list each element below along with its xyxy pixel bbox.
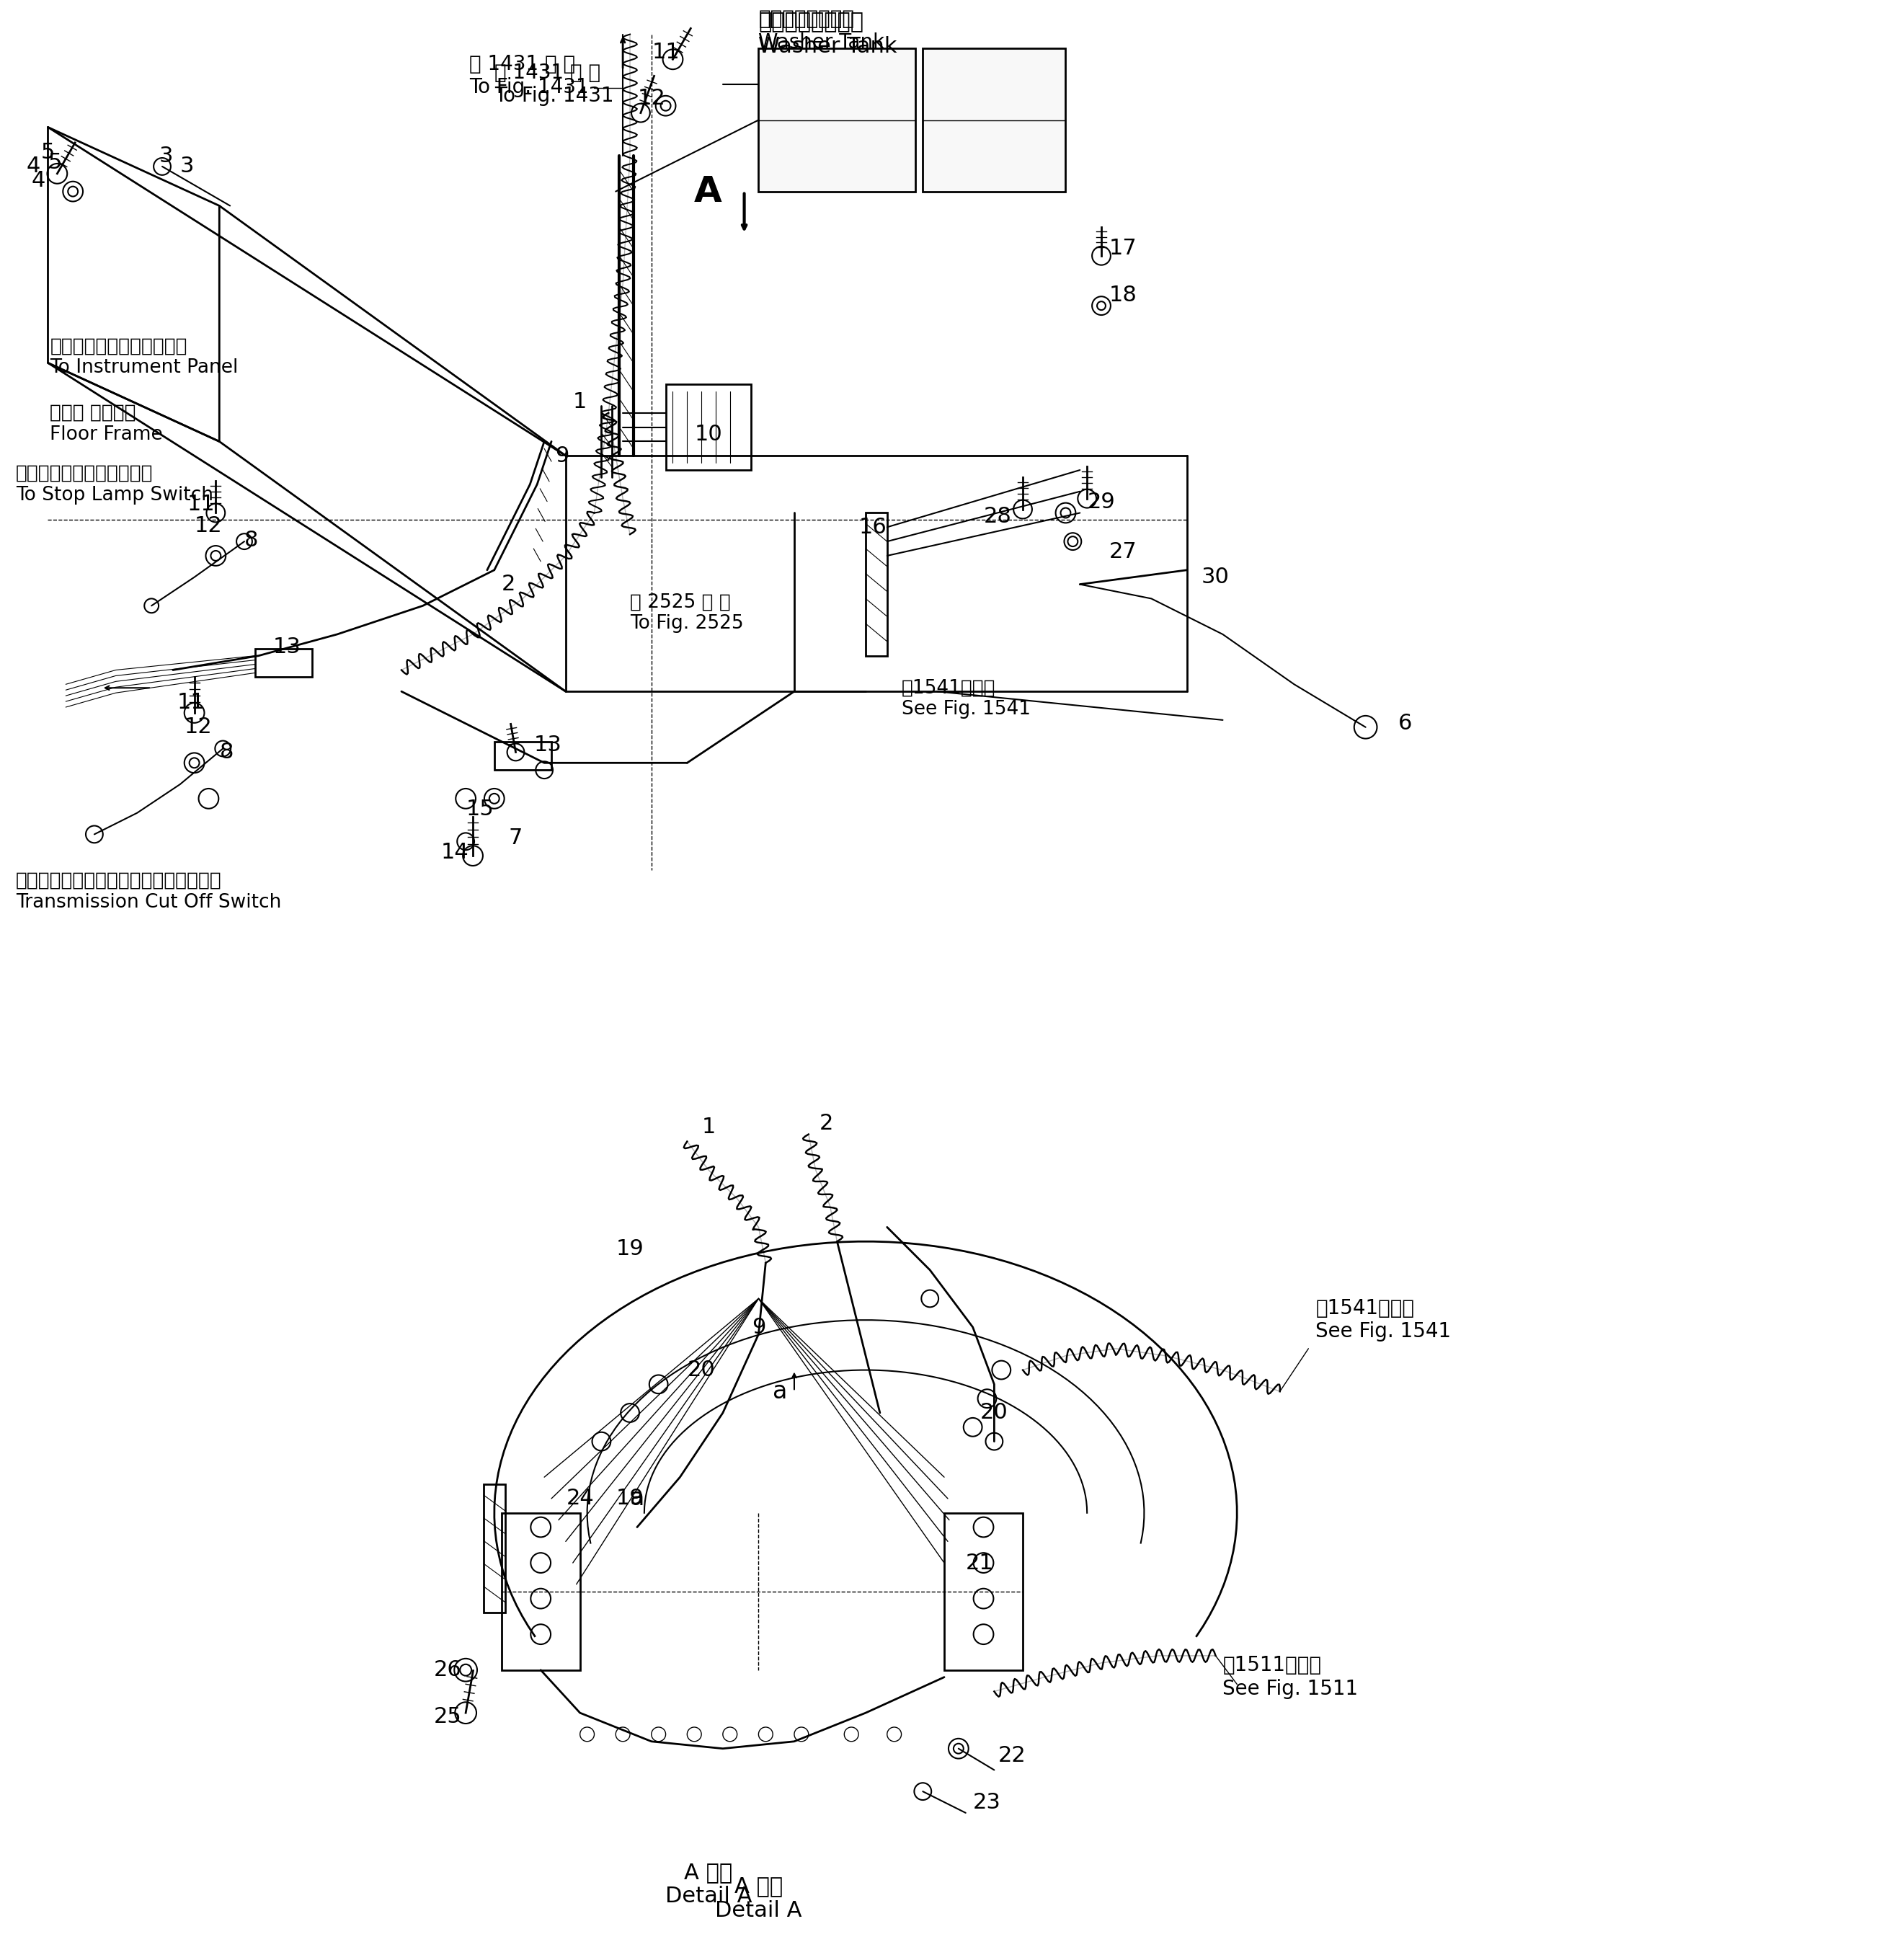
Text: 12: 12	[184, 717, 212, 737]
Text: 8: 8	[244, 529, 259, 551]
Text: ウォッシャタンク
Washer Tank: ウォッシャタンク Washer Tank	[759, 12, 897, 57]
Bar	[944, 1513, 1024, 1670]
Text: 10: 10	[694, 423, 723, 445]
Text: 4: 4	[32, 171, 45, 192]
Text: A: A	[694, 174, 723, 210]
Text: 28: 28	[984, 506, 1012, 527]
Text: 5: 5	[47, 153, 62, 172]
Text: 3: 3	[180, 157, 195, 176]
Bar	[484, 1484, 505, 1613]
Text: 20: 20	[687, 1360, 715, 1380]
Text: 5: 5	[42, 141, 55, 163]
Text: 23: 23	[972, 1791, 1001, 1813]
Text: 19: 19	[617, 1488, 643, 1509]
Text: 21: 21	[967, 1552, 993, 1574]
Text: 22: 22	[999, 1744, 1025, 1766]
Text: 27: 27	[1109, 541, 1137, 563]
Bar	[867, 514, 887, 657]
Text: a: a	[772, 1380, 787, 1403]
Text: 1: 1	[573, 392, 587, 414]
Text: トランスミッションカットオフスイッチ
Transmission Cut Off Switch: トランスミッションカットオフスイッチ Transmission Cut Off …	[15, 872, 282, 911]
Text: 13: 13	[272, 637, 301, 659]
Text: 12: 12	[638, 88, 666, 110]
Bar	[923, 49, 1065, 192]
Text: 15: 15	[465, 800, 494, 819]
Text: 1: 1	[702, 1117, 715, 1137]
Text: インスツルメントパネルへ
To Instrument Panel: インスツルメントパネルへ To Instrument Panel	[49, 337, 238, 378]
Text: A 詳細
Detail A: A 詳細 Detail A	[715, 1876, 802, 1921]
Text: 6: 6	[1398, 713, 1411, 735]
Text: フロア フレーム
Floor Frame: フロア フレーム Floor Frame	[49, 404, 163, 443]
Bar	[494, 741, 551, 770]
Text: 16: 16	[859, 517, 887, 537]
Text: a: a	[630, 1488, 645, 1511]
Text: 20: 20	[980, 1403, 1008, 1423]
Text: 第1541図参照
See Fig. 1541: 第1541図参照 See Fig. 1541	[1315, 1298, 1451, 1343]
Bar	[666, 384, 751, 470]
Bar	[759, 49, 916, 192]
Text: A 詳細
Detail A: A 詳細 Detail A	[666, 1862, 751, 1907]
Text: 17: 17	[1109, 239, 1137, 259]
Text: 25: 25	[433, 1705, 462, 1727]
Text: ストップランプスイッチへ
To Stop Lamp Switch: ストップランプスイッチへ To Stop Lamp Switch	[15, 465, 214, 504]
Text: 24: 24	[566, 1488, 594, 1509]
Text: 12: 12	[195, 515, 223, 537]
Text: 13: 13	[534, 735, 562, 755]
Text: 4: 4	[26, 157, 40, 176]
Text: 9: 9	[751, 1317, 766, 1337]
Text: 3: 3	[159, 145, 172, 167]
Text: 2: 2	[819, 1113, 832, 1135]
Text: 18: 18	[1109, 284, 1137, 306]
Text: 19: 19	[617, 1239, 643, 1258]
Text: 11: 11	[187, 494, 216, 515]
Text: 8: 8	[219, 741, 233, 762]
Text: 30: 30	[1201, 566, 1230, 588]
Text: 14: 14	[441, 841, 469, 862]
Text: 26: 26	[433, 1660, 462, 1680]
Text: 第1541図参照
See Fig. 1541: 第1541図参照 See Fig. 1541	[901, 678, 1031, 719]
Bar	[501, 1513, 581, 1670]
Text: 第 2525 図 へ
To Fig. 2525: 第 2525 図 へ To Fig. 2525	[630, 592, 744, 633]
Text: 29: 29	[1088, 492, 1114, 514]
Bar	[255, 649, 312, 676]
Text: 第 1431 図 へ
To Fig. 1431: 第 1431 図 へ To Fig. 1431	[494, 63, 613, 106]
Text: 11: 11	[651, 41, 679, 63]
Text: 第 1431 図 へ
To Fig. 1431: 第 1431 図 へ To Fig. 1431	[469, 55, 588, 98]
Text: 7: 7	[509, 827, 522, 849]
Text: 2: 2	[501, 574, 515, 594]
Text: 11: 11	[176, 692, 204, 713]
Text: ウォッシャタンク
Washer Tank: ウォッシャタンク Washer Tank	[759, 10, 885, 53]
Text: 第1511図参照
See Fig. 1511: 第1511図参照 See Fig. 1511	[1222, 1656, 1358, 1699]
Text: 9: 9	[554, 445, 569, 466]
